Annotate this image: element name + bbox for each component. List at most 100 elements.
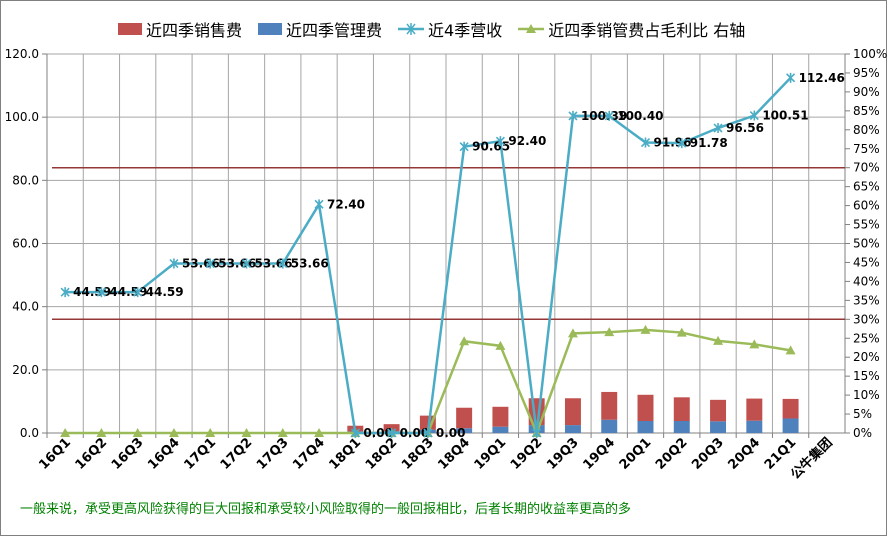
x-axis-tick-label: 19Q4 bbox=[580, 435, 618, 473]
y-axis-tick-label: 40.0 bbox=[12, 300, 39, 314]
point-expense-ratio bbox=[640, 324, 651, 334]
footer-note: 一般来说，承受更高风险获得的巨大回报和承受较小风险取得的一般回报相比，后者长期的… bbox=[20, 502, 632, 517]
x-axis-tick-label: 18Q4 bbox=[435, 435, 473, 473]
legend-item-revenue: 近4季营收 bbox=[398, 17, 502, 41]
legend-label-admin-expense: 近四季管理费 bbox=[286, 21, 383, 40]
x-axis-tick-label: 18Q1 bbox=[327, 435, 365, 473]
point-revenue bbox=[60, 287, 70, 298]
data-label-revenue: 0.00 bbox=[436, 426, 466, 440]
y-axis-tick-label: 20.0 bbox=[12, 363, 39, 377]
bar-admin-expense bbox=[710, 421, 727, 433]
x-axis-tick-label: 16Q4 bbox=[145, 435, 183, 473]
point-revenue bbox=[278, 258, 288, 269]
data-label-revenue: 100.40 bbox=[617, 109, 663, 123]
point-revenue bbox=[532, 428, 542, 438]
point-expense-ratio bbox=[314, 428, 325, 437]
y-axis-tick-label: 80.0 bbox=[12, 173, 39, 187]
bar-sales-expense bbox=[782, 398, 799, 419]
x-axis-tick-label: 19Q2 bbox=[508, 435, 546, 473]
data-label-revenue: 91.96 bbox=[654, 136, 692, 150]
point-expense-ratio bbox=[96, 428, 107, 437]
y2-axis-tick-label: 50% bbox=[853, 237, 880, 251]
y2-axis-tick-label: 95% bbox=[853, 66, 880, 80]
point-expense-ratio bbox=[676, 327, 687, 337]
legend-item-sales-expense: 近四季销售费 bbox=[118, 17, 242, 41]
bar-admin-expense bbox=[492, 426, 509, 433]
data-label-revenue: 96.56 bbox=[726, 121, 764, 135]
legend-item-admin-expense: 近四季管理费 bbox=[258, 17, 382, 41]
y2-axis-tick-label: 15% bbox=[853, 369, 880, 383]
bar-sales-expense bbox=[383, 424, 400, 432]
point-expense-ratio bbox=[713, 335, 724, 345]
x-axis-tick-label: 17Q3 bbox=[254, 435, 292, 473]
x-axis-tick-label: 20Q4 bbox=[726, 435, 764, 473]
point-revenue bbox=[169, 258, 179, 269]
point-revenue bbox=[314, 199, 324, 210]
bar-sales-expense bbox=[564, 398, 581, 426]
x-axis-tick-label: 20Q2 bbox=[653, 435, 691, 473]
bar-sales-expense bbox=[673, 397, 690, 421]
y2-axis-tick-label: 85% bbox=[853, 104, 880, 118]
point-revenue bbox=[350, 428, 360, 438]
x-axis-tick-label: 20Q1 bbox=[617, 435, 655, 473]
legend-swatch-revenue bbox=[398, 23, 425, 35]
bar-sales-expense bbox=[456, 407, 473, 429]
point-expense-ratio bbox=[785, 345, 796, 355]
chart-legend: 近四季销售费 近四季管理费 近4季营收 近四季销管费占毛利比 右轴 bbox=[118, 17, 761, 41]
legend-swatch-expense-ratio bbox=[518, 24, 545, 33]
x-axis-tick-label: 20Q3 bbox=[689, 435, 727, 473]
data-label-revenue: 90.65 bbox=[472, 140, 510, 154]
point-expense-ratio bbox=[604, 327, 615, 337]
x-axis-tick-label: 17Q2 bbox=[218, 435, 256, 473]
data-label-revenue: 72.40 bbox=[327, 197, 365, 211]
legend-label-expense-ratio: 近四季销管费占毛利比 右轴 bbox=[548, 21, 746, 40]
y2-axis-tick-label: 30% bbox=[853, 312, 880, 326]
y2-axis-tick-label: 100% bbox=[853, 47, 887, 61]
point-revenue bbox=[96, 287, 106, 298]
x-axis-tick-label: 18Q3 bbox=[399, 435, 437, 473]
point-revenue bbox=[713, 123, 723, 134]
bar-admin-expense bbox=[564, 425, 581, 433]
y2-axis-tick-label: 60% bbox=[853, 199, 880, 213]
data-label-revenue: 53.66 bbox=[255, 257, 293, 271]
y2-axis-tick-label: 5% bbox=[853, 407, 872, 421]
bar-sales-expense bbox=[637, 394, 654, 421]
y2-axis-tick-label: 10% bbox=[853, 388, 880, 402]
x-axis-tick-label: 19Q1 bbox=[472, 435, 510, 473]
point-expense-ratio bbox=[567, 328, 578, 338]
x-axis-tick-label: 16Q1 bbox=[36, 435, 74, 473]
x-axis-tick-label: 18Q2 bbox=[363, 435, 401, 473]
point-revenue bbox=[241, 258, 252, 269]
point-revenue bbox=[677, 138, 687, 149]
data-label-revenue: 53.66 bbox=[182, 257, 220, 271]
legend-label-revenue: 近4季营收 bbox=[428, 21, 503, 40]
data-label-revenue: 0.00 bbox=[400, 426, 430, 440]
x-axis-tick-label: 16Q3 bbox=[109, 435, 147, 473]
x-axis-tick-label: 16Q2 bbox=[73, 435, 111, 473]
bar-admin-expense bbox=[601, 419, 618, 433]
y2-axis-tick-label: 0% bbox=[853, 426, 872, 440]
point-revenue bbox=[205, 258, 215, 269]
data-label-revenue: 44.59 bbox=[109, 285, 147, 299]
point-expense-ratio bbox=[205, 428, 216, 437]
data-label-revenue: 100.51 bbox=[762, 109, 808, 123]
y2-axis-tick-label: 25% bbox=[853, 331, 880, 345]
point-revenue bbox=[387, 428, 397, 438]
bar-admin-expense bbox=[782, 418, 799, 433]
point-expense-ratio bbox=[495, 340, 506, 350]
y2-axis-tick-label: 70% bbox=[853, 161, 880, 175]
data-label-revenue: 53.66 bbox=[218, 257, 256, 271]
x-axis-tick-label: 17Q1 bbox=[181, 435, 219, 473]
point-revenue bbox=[786, 72, 796, 83]
point-revenue bbox=[423, 428, 433, 438]
y2-axis-tick-label: 40% bbox=[853, 274, 880, 288]
point-revenue bbox=[749, 110, 759, 121]
y2-axis-tick-label: 35% bbox=[853, 293, 880, 307]
bar-admin-expense bbox=[637, 420, 654, 433]
data-label-revenue: 92.40 bbox=[508, 134, 546, 148]
y2-axis-tick-label: 65% bbox=[853, 180, 880, 194]
point-revenue bbox=[133, 287, 143, 298]
bar-admin-expense bbox=[673, 420, 690, 433]
y-axis-tick-label: 0.0 bbox=[20, 426, 39, 440]
